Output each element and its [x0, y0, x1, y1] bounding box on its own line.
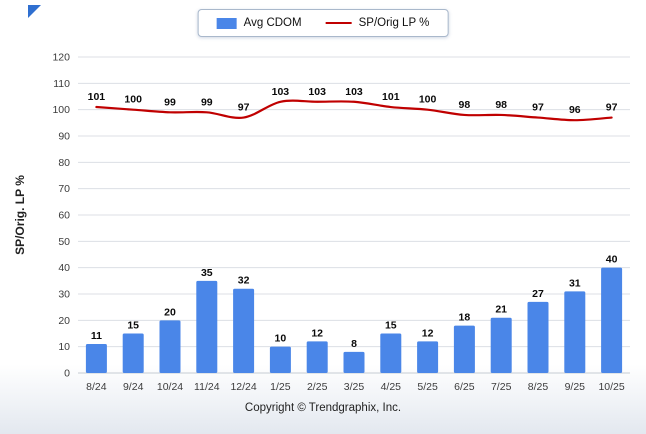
line-value-label: 103	[345, 86, 363, 98]
line-value-label: 97	[532, 102, 544, 114]
line-value-label: 97	[238, 102, 250, 114]
legend-item-sp-orig-lp: SP/Orig LP %	[325, 17, 430, 29]
bar-value-label: 20	[164, 306, 176, 318]
copyright-text: Copyright © Trendgraphix, Inc.	[244, 402, 402, 414]
legend-item-avg-cdom: Avg CDOM	[216, 17, 302, 29]
x-tick-label: 11/24	[194, 381, 220, 393]
line-value-label: 101	[88, 91, 106, 103]
y-tick-label: 0	[64, 368, 70, 380]
bar	[196, 280, 218, 373]
chart-legend: Avg CDOM SP/Orig LP %	[197, 9, 449, 37]
y-tick-label: 70	[58, 183, 70, 195]
bar-value-label: 18	[459, 312, 471, 324]
bar	[233, 288, 255, 373]
bar	[527, 301, 549, 373]
y-tick-label: 40	[58, 262, 70, 274]
bar	[122, 333, 144, 373]
y-tick-label: 100	[52, 104, 70, 116]
bar-value-label: 8	[351, 338, 357, 350]
x-tick-label: 8/24	[86, 381, 107, 393]
x-tick-label: 2/25	[307, 381, 328, 393]
y-tick-label: 20	[58, 315, 70, 327]
line-value-label: 99	[164, 96, 176, 108]
x-tick-label: 4/25	[381, 381, 402, 393]
y-tick-label: 30	[58, 289, 70, 301]
bar	[159, 320, 181, 373]
x-tick-label: 8/25	[528, 381, 549, 393]
x-tick-label: 10/25	[598, 381, 624, 393]
bar-value-label: 35	[201, 267, 213, 279]
bar-value-label: 32	[238, 275, 250, 287]
x-tick-label: 9/25	[565, 381, 586, 393]
bar	[453, 325, 475, 373]
line-value-label: 97	[606, 102, 618, 114]
y-tick-label: 120	[52, 52, 70, 64]
x-tick-label: 5/25	[417, 381, 438, 393]
bar-value-label: 21	[495, 304, 507, 316]
bar	[269, 346, 291, 373]
y-tick-label: 90	[58, 131, 70, 143]
line-value-label: 96	[569, 104, 581, 116]
x-tick-label: 7/25	[491, 381, 512, 393]
bar	[601, 267, 623, 373]
bar-value-label: 12	[422, 327, 434, 339]
legend-line-label: SP/Orig LP %	[358, 17, 430, 29]
line-value-label: 103	[308, 86, 326, 98]
y-tick-label: 80	[58, 157, 70, 169]
legend-bar-swatch-icon	[216, 17, 237, 29]
bar-value-label: 12	[311, 327, 323, 339]
line-value-label: 99	[201, 96, 213, 108]
legend-bar-label: Avg CDOM	[243, 17, 302, 29]
bar	[306, 341, 328, 373]
x-tick-label: 12/24	[230, 381, 256, 393]
bar-value-label: 40	[606, 254, 618, 266]
line-value-label: 98	[495, 99, 507, 111]
bar-value-label: 31	[569, 277, 581, 289]
bar	[564, 291, 586, 373]
bar	[343, 351, 365, 373]
corner-accent-icon	[28, 5, 41, 18]
x-tick-label: 10/24	[157, 381, 183, 393]
line-series	[95, 99, 613, 122]
line-value-label: 101	[382, 91, 400, 103]
bar	[85, 344, 107, 373]
y-tick-label: 50	[58, 236, 70, 248]
x-tick-label: 3/25	[344, 381, 365, 393]
line-value-label: 100	[124, 94, 142, 106]
line-value-label: 98	[459, 99, 471, 111]
bar	[417, 341, 439, 373]
y-tick-label: 60	[58, 210, 70, 222]
x-tick-label: 1/25	[270, 381, 291, 393]
line-value-label: 100	[419, 94, 437, 106]
bar-value-label: 11	[91, 330, 102, 342]
x-tick-label: 6/25	[454, 381, 475, 393]
line-value-label: 103	[272, 86, 290, 98]
x-tick-label: 9/24	[123, 381, 144, 393]
legend-line-swatch-icon	[325, 22, 352, 24]
bar-value-label: 10	[275, 333, 287, 345]
y-tick-label: 110	[53, 78, 70, 90]
bar-value-label: 15	[385, 320, 397, 332]
y-tick-label: 10	[58, 341, 70, 353]
bar-value-label: 15	[127, 320, 139, 332]
bar	[380, 333, 402, 373]
bar	[490, 317, 512, 373]
bar-value-label: 27	[532, 288, 544, 300]
